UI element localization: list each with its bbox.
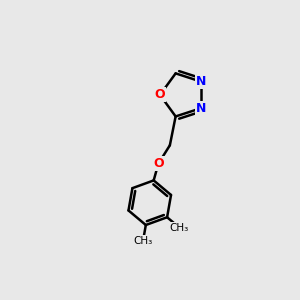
Text: CH₃: CH₃	[134, 236, 153, 246]
Text: CH₃: CH₃	[170, 223, 189, 233]
Text: O: O	[153, 157, 164, 170]
Text: N: N	[196, 102, 206, 115]
Text: N: N	[196, 75, 206, 88]
Text: O: O	[155, 88, 165, 101]
